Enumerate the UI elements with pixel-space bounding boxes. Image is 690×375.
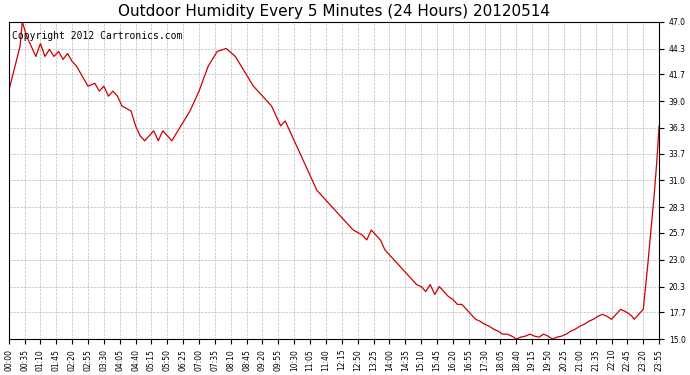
Title: Outdoor Humidity Every 5 Minutes (24 Hours) 20120514: Outdoor Humidity Every 5 Minutes (24 Hou… [118, 4, 550, 19]
Text: Copyright 2012 Cartronics.com: Copyright 2012 Cartronics.com [12, 31, 182, 41]
